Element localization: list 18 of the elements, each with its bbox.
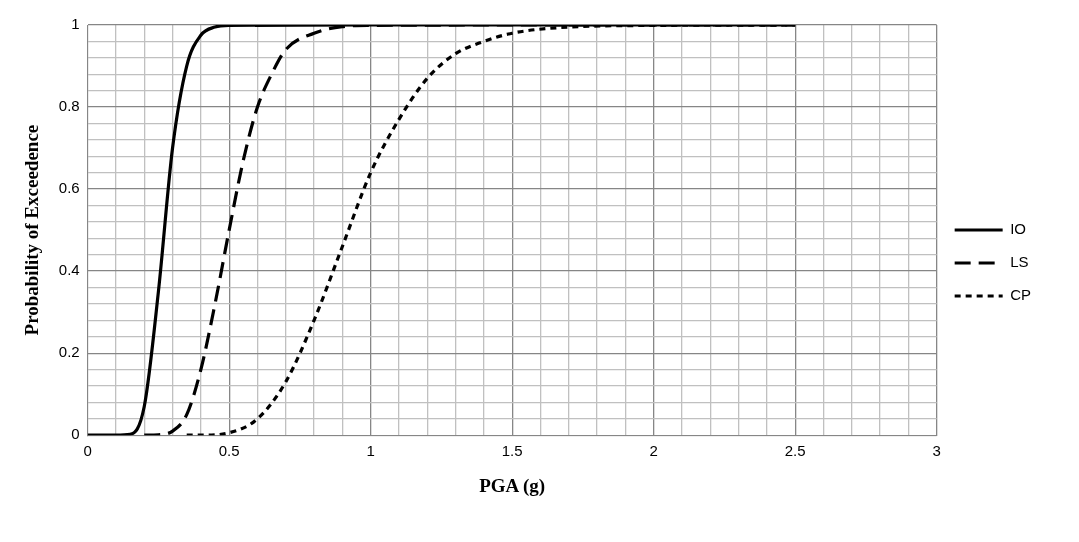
x-tick-label: 1 [366,442,375,460]
x-tick-label: 0 [83,442,92,460]
x-tick-label: 2 [649,442,658,460]
legend-label: LS [1010,253,1029,271]
x-tick-label: 0.5 [218,442,240,460]
x-tick-label: 1.5 [501,442,523,460]
x-tick-label: 3 [932,442,941,460]
x-axis-title: PGA (g) [479,474,546,497]
y-tick-label: 0.8 [58,97,80,115]
y-tick-label: 0.6 [58,179,80,197]
y-tick-label: 0 [71,425,80,443]
x-tick-label: 2.5 [784,442,806,460]
y-tick-label: 0.2 [58,343,80,361]
y-tick-label: 0.4 [58,261,80,279]
legend-label: IO [1010,220,1027,238]
legend-label: CP [1010,286,1032,304]
y-axis-title: Probability of Exceedence [21,124,43,336]
y-tick-label: 1 [71,15,80,33]
